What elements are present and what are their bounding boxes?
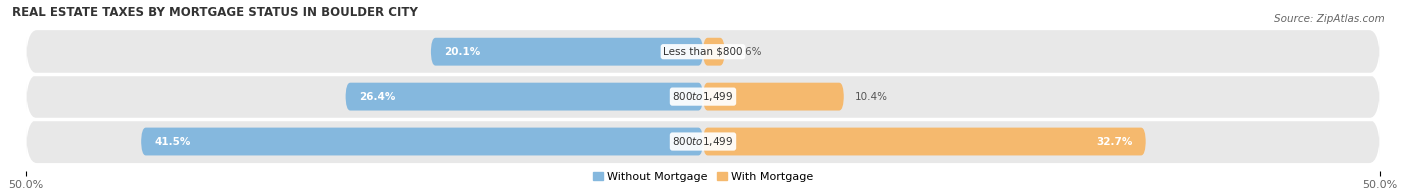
FancyBboxPatch shape xyxy=(703,83,844,111)
Text: Source: ZipAtlas.com: Source: ZipAtlas.com xyxy=(1274,14,1385,24)
Text: 32.7%: 32.7% xyxy=(1095,137,1132,147)
Text: 26.4%: 26.4% xyxy=(359,92,395,102)
FancyBboxPatch shape xyxy=(27,120,1379,163)
Text: $800 to $1,499: $800 to $1,499 xyxy=(672,90,734,103)
Text: 10.4%: 10.4% xyxy=(855,92,887,102)
FancyBboxPatch shape xyxy=(346,83,703,111)
Text: $800 to $1,499: $800 to $1,499 xyxy=(672,135,734,148)
FancyBboxPatch shape xyxy=(27,30,1379,73)
FancyBboxPatch shape xyxy=(27,75,1379,118)
FancyBboxPatch shape xyxy=(703,38,724,66)
Text: REAL ESTATE TAXES BY MORTGAGE STATUS IN BOULDER CITY: REAL ESTATE TAXES BY MORTGAGE STATUS IN … xyxy=(13,5,419,19)
Legend: Without Mortgage, With Mortgage: Without Mortgage, With Mortgage xyxy=(592,171,814,183)
Text: 41.5%: 41.5% xyxy=(155,137,191,147)
Text: Less than $800: Less than $800 xyxy=(664,47,742,57)
FancyBboxPatch shape xyxy=(430,38,703,66)
Text: 1.6%: 1.6% xyxy=(735,47,762,57)
FancyBboxPatch shape xyxy=(703,128,1146,155)
Text: 20.1%: 20.1% xyxy=(444,47,481,57)
FancyBboxPatch shape xyxy=(141,128,703,155)
